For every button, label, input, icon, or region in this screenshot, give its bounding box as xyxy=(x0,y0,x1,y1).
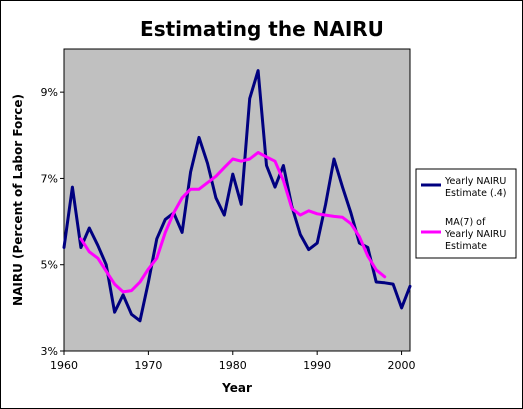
legend-label-2: MA(7) of Yearly NAIRU Estimate xyxy=(444,217,506,252)
y-tick-label: 9% xyxy=(41,86,58,99)
series-line-2 xyxy=(79,151,387,294)
plot-area xyxy=(63,48,411,352)
x-tick-label: 1990 xyxy=(303,359,331,372)
legend-label-1: Yearly NAIRU Estimate (.4) xyxy=(444,176,506,199)
y-axis-title: NAIRU (Percent of Labor Force) xyxy=(11,94,25,306)
x-tick-label: 1980 xyxy=(219,359,247,372)
y-tick-label: 3% xyxy=(41,345,58,358)
x-tick-label: 1960 xyxy=(50,359,78,372)
y-tick-label: 7% xyxy=(41,172,58,185)
x-tick-label: 1970 xyxy=(134,359,162,372)
x-tick-label: 2000 xyxy=(388,359,416,372)
y-tick-label: 5% xyxy=(41,259,58,272)
x-axis-title: Year xyxy=(221,381,252,395)
chart-title: Estimating the NAIRU xyxy=(140,17,384,41)
legend: Yearly NAIRU Estimate (.4) MA(7) of Yearly … xyxy=(415,168,517,259)
series-line-1 xyxy=(62,69,412,323)
